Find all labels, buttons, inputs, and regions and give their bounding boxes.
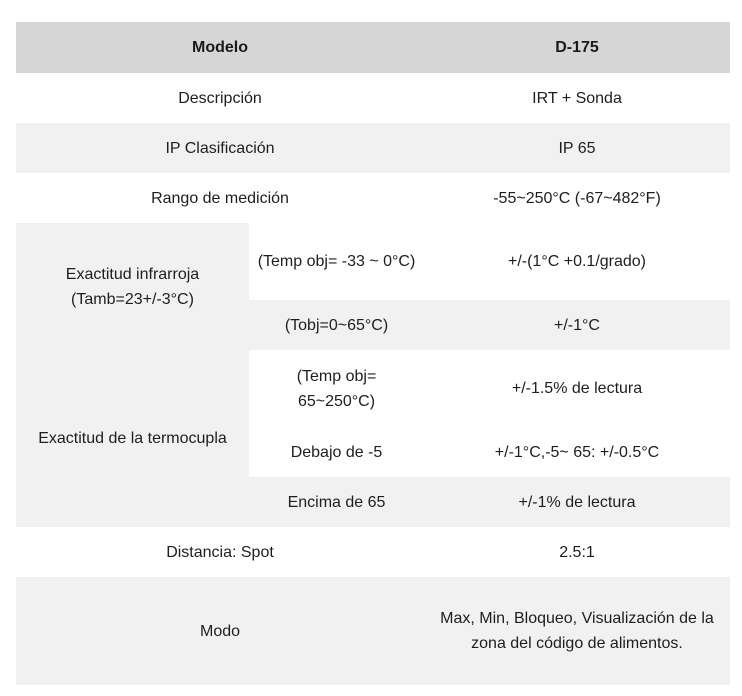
ir-condition-2: (Tobj=0~65°C) xyxy=(249,300,424,350)
tc-value-1: +/-1.5% de lectura xyxy=(424,350,730,427)
spec-table: Modelo D-175 Descripción IRT + Sonda IP … xyxy=(16,22,730,685)
tc-condition-1: (Temp obj= 65~250°C) xyxy=(249,350,424,427)
table-row-tc-accuracy-2: Debajo de -5 +/-1°C,-5~ 65: +/-0.5°C xyxy=(16,427,730,477)
table-row-ir-accuracy-2: (Tobj=0~65°C) +/-1°C xyxy=(16,300,730,350)
ir-value-1: +/-(1°C +0.1/grado) xyxy=(424,223,730,300)
table-row-header: Modelo D-175 xyxy=(16,22,730,73)
ip-value: IP 65 xyxy=(424,123,730,173)
table-row-tc-accuracy-3: Encima de 65 +/-1% de lectura xyxy=(16,477,730,527)
ir-value-2: +/-1°C xyxy=(424,300,730,350)
tc-value-2: +/-1°C,-5~ 65: +/-0.5°C xyxy=(424,427,730,477)
ir-condition-1: (Temp obj= -33 ~ 0°C) xyxy=(249,223,424,300)
ip-label: IP Clasificación xyxy=(16,123,424,173)
table-row-mode: Modo Max, Min, Bloqueo, Visualización de… xyxy=(16,577,730,685)
spot-label: Distancia: Spot xyxy=(16,527,424,577)
range-value: -55~250°C (-67~482°F) xyxy=(424,173,730,223)
header-label: Modelo xyxy=(16,22,424,73)
tc-value-3: +/-1% de lectura xyxy=(424,477,730,527)
description-value: IRT + Sonda xyxy=(424,73,730,123)
description-label: Descripción xyxy=(16,73,424,123)
table-row-description: Descripción IRT + Sonda xyxy=(16,73,730,123)
header-value: D-175 xyxy=(424,22,730,73)
table-row-tc-accuracy-1: Exactitud de la termocupla (Temp obj= 65… xyxy=(16,350,730,527)
table-row-range: Rango de medición -55~250°C (-67~482°F) xyxy=(16,173,730,223)
mode-label: Modo xyxy=(16,577,424,685)
tc-condition-2: Debajo de -5 xyxy=(249,427,424,477)
table-row-ir-accuracy-1: Exactitud infrarroja (Tamb=23+/-3°C) (Te… xyxy=(16,223,730,350)
spot-value: 2.5:1 xyxy=(424,527,730,577)
tc-condition-3: Encima de 65 xyxy=(249,477,424,527)
tc-accuracy-label: Exactitud de la termocupla xyxy=(16,350,249,527)
table-row-spot: Distancia: Spot 2.5:1 xyxy=(16,527,730,577)
ir-accuracy-label: Exactitud infrarroja (Tamb=23+/-3°C) xyxy=(16,223,249,350)
mode-value: Max, Min, Bloqueo, Visualización de la z… xyxy=(424,577,730,685)
range-label: Rango de medición xyxy=(16,173,424,223)
table-row-ip: IP Clasificación IP 65 xyxy=(16,123,730,173)
